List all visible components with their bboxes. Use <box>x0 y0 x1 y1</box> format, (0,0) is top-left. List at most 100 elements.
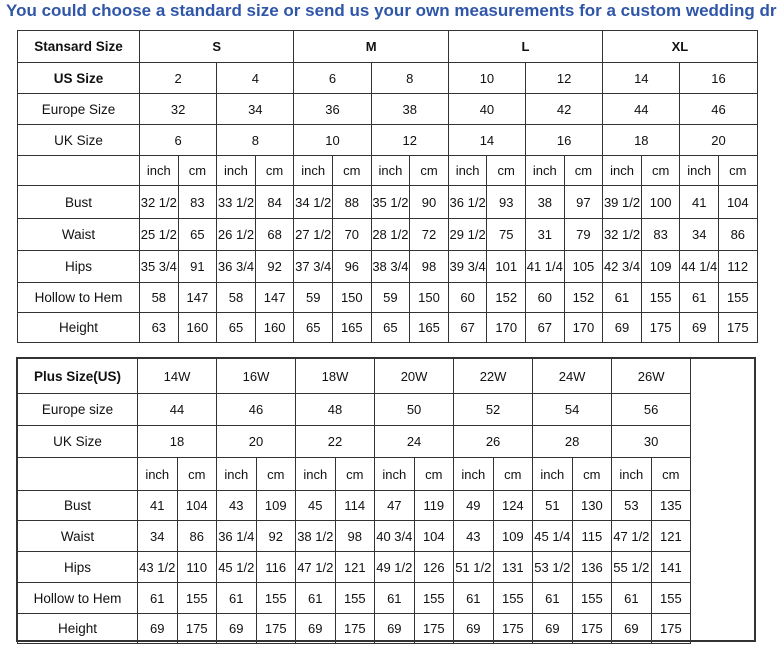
page-title: You could choose a standard size or send… <box>6 1 777 20</box>
unit-label: cm <box>486 155 527 186</box>
measurement-value: 91 <box>177 250 218 283</box>
measurement-value: 165 <box>409 312 449 343</box>
measurement-label: Height <box>17 613 138 644</box>
unit-label: cm <box>650 457 692 491</box>
size-value: 50 <box>374 393 455 426</box>
measurement-value: 152 <box>563 282 604 313</box>
measurement-value: 92 <box>254 250 295 283</box>
unit-label: cm <box>413 457 455 491</box>
measurement-label: Hollow to Hem <box>17 582 138 614</box>
measurement-value: 130 <box>571 490 613 521</box>
measurement-value: 69 <box>374 613 415 644</box>
measurement-value: 43 <box>216 490 257 521</box>
measurement-value: 59 <box>293 282 334 313</box>
measurement-value: 75 <box>486 218 527 251</box>
size-value: 46 <box>679 93 758 125</box>
row-label: UK Size <box>17 124 140 156</box>
measurement-label: Hollow to Hem <box>17 282 140 313</box>
measurement-value: 155 <box>650 582 692 614</box>
size-header: 20W <box>374 358 455 394</box>
table-row: Hips 43 1/2 110 45 1/2 116 47 1/2 121 49 1/2 126… <box>17 551 692 583</box>
measurement-value: 175 <box>640 312 681 343</box>
size-value: 44 <box>602 93 681 125</box>
measurement-value: 40 3/4 <box>374 520 415 552</box>
measurement-value: 170 <box>486 312 527 343</box>
measurement-value: 60 <box>447 282 488 313</box>
unit-label: cm <box>254 155 295 186</box>
measurement-value: 100 <box>640 185 681 219</box>
size-header: L <box>447 30 604 63</box>
size-value: 38 <box>370 93 449 125</box>
unit-label: cm <box>334 457 376 491</box>
measurement-value: 61 <box>532 582 573 614</box>
measurement-value: 175 <box>571 613 613 644</box>
measurement-value: 44 1/4 <box>679 250 719 283</box>
measurement-value: 61 <box>453 582 494 614</box>
measurement-label: Height <box>17 312 140 343</box>
measurement-value: 37 3/4 <box>293 250 334 283</box>
measurement-value: 61 <box>216 582 257 614</box>
measurement-value: 90 <box>409 185 449 219</box>
size-value: 32 <box>138 93 218 125</box>
measurement-value: 65 <box>370 312 411 343</box>
measurement-value: 69 <box>216 613 257 644</box>
size-value: 48 <box>295 393 376 426</box>
measurement-value: 58 <box>139 282 179 313</box>
size-header: 14W <box>136 358 218 394</box>
measurement-value: 35 3/4 <box>139 250 179 283</box>
size-value: 18 <box>602 124 681 156</box>
measurement-value: 25 1/2 <box>139 218 179 251</box>
header-label: Stansard Size <box>17 30 140 63</box>
measurement-label: Waist <box>17 520 138 552</box>
unit-label: cm <box>563 155 604 186</box>
unit-label: cm <box>409 155 449 186</box>
unit-label: inch <box>611 457 652 491</box>
measurement-value: 38 <box>525 185 565 219</box>
measurement-value: 65 <box>293 312 334 343</box>
table-row: Hollow to Hem 61 155 61 155 61 155 61 155 61 155 61… <box>17 582 692 614</box>
table-row: Plus Size(US) 14W 16W 18W 20W 22W 24W 26W <box>17 358 692 394</box>
table-row: inch cm inch cm inch cm inch cm inch cm inch cm inch… <box>17 457 692 491</box>
measurement-value: 49 1/2 <box>374 551 415 583</box>
size-value: 6 <box>293 62 372 94</box>
size-value: 56 <box>611 393 692 426</box>
size-value: 16 <box>525 124 604 156</box>
size-value: 24 <box>374 425 455 458</box>
unit-label: inch <box>295 457 336 491</box>
measurement-value: 126 <box>413 551 455 583</box>
measurement-value: 88 <box>332 185 372 219</box>
size-value: 6 <box>138 124 218 156</box>
measurement-value: 124 <box>492 490 534 521</box>
size-header: XL <box>602 30 758 63</box>
measurement-value: 104 <box>176 490 218 521</box>
measurement-value: 67 <box>525 312 565 343</box>
measurement-value: 115 <box>571 520 613 552</box>
header-label: Plus Size(US) <box>17 358 138 394</box>
measurement-value: 47 <box>374 490 415 521</box>
measurement-value: 61 <box>602 282 642 313</box>
unit-label: cm <box>640 155 681 186</box>
standard-size-table: Stansard Size S M L XL US Size 2 4 6 8 10 12 14 16 Eur… <box>17 30 758 343</box>
measurement-value: 121 <box>650 520 692 552</box>
size-header: 16W <box>216 358 297 394</box>
measurement-value: 32 1/2 <box>139 185 179 219</box>
measurement-value: 136 <box>571 551 613 583</box>
table-row: Europe size 44 46 48 50 52 54 56 <box>17 393 692 426</box>
measurement-value: 150 <box>332 282 372 313</box>
measurement-value: 175 <box>255 613 297 644</box>
measurement-value: 69 <box>137 613 178 644</box>
size-header: M <box>293 30 449 63</box>
measurement-value: 105 <box>563 250 604 283</box>
measurement-value: 79 <box>563 218 604 251</box>
measurement-value: 86 <box>718 218 758 251</box>
measurement-value: 165 <box>332 312 372 343</box>
measurement-value: 65 <box>177 218 218 251</box>
measurement-value: 58 <box>216 282 256 313</box>
unit-label: inch <box>679 155 719 186</box>
measurement-value: 60 <box>525 282 565 313</box>
measurement-value: 175 <box>176 613 218 644</box>
measurement-value: 97 <box>563 185 604 219</box>
size-value: 8 <box>216 124 295 156</box>
size-header: 22W <box>453 358 534 394</box>
measurement-value: 41 1/4 <box>525 250 565 283</box>
